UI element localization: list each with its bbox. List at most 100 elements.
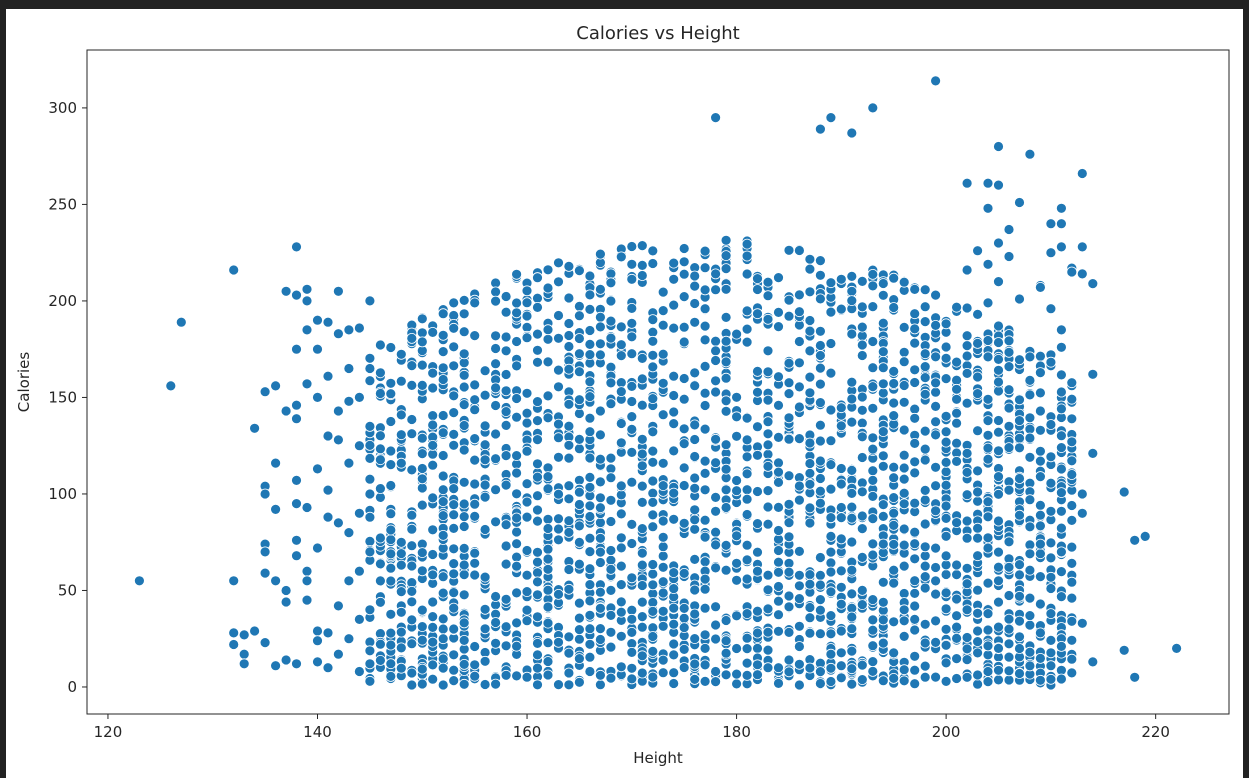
scatter-point [794,494,805,506]
scatter-point [1003,335,1015,347]
scatter-point [982,608,994,619]
scatter-point [846,564,858,576]
scatter-point [1003,590,1015,601]
scatter-point [1003,561,1015,573]
scatter-point [993,179,1004,191]
scatter-point [553,451,564,463]
scatter-point [804,437,816,449]
scatter-point [993,376,1004,388]
scatter-point [1014,643,1025,654]
scatter-point [511,587,523,599]
scatter-point [280,285,292,297]
scatter-point [710,457,721,469]
scatter-point [542,617,554,629]
scatter-point [364,645,376,657]
scatter-point [395,559,407,571]
scatter-point [856,552,868,563]
scatter-point [762,584,774,596]
scatter-point [458,569,470,580]
scatter-point [615,560,627,572]
scatter-point [668,418,680,430]
scatter-point [689,554,701,565]
scatter-point [542,282,554,294]
scatter-point [972,647,983,659]
scatter-point [689,280,701,292]
scatter-point [1014,631,1025,643]
scatter-point [888,302,900,313]
scatter-point [815,570,826,581]
scatter-point [720,615,732,626]
scatter-point [636,240,648,252]
scatter-point [437,662,449,674]
scatter-point [720,311,732,323]
scatter-point [835,565,847,577]
scatter-point [1045,571,1057,583]
scatter-point [940,530,952,542]
scatter-point [416,499,428,511]
scatter-point [731,485,742,497]
scatter-point [877,596,889,608]
scatter-point [909,308,921,320]
scatter-point [1045,419,1057,430]
scatter-point [406,360,418,372]
scatter-point [511,560,523,572]
scatter-point [930,416,941,428]
scatter-point [982,542,994,554]
scatter-point [1024,374,1036,386]
scatter-point [888,673,900,684]
scatter-point [773,466,784,478]
scatter-point [1003,361,1015,373]
scatter-point [919,301,931,313]
scatter-point [406,596,418,608]
scatter-point [909,664,921,676]
scatter-point [1024,494,1036,506]
scatter-point [511,450,523,462]
scatter-point [877,450,889,462]
scatter-point [1035,281,1046,293]
scatter-point [898,356,910,368]
scatter-point [490,453,502,465]
scatter-point [574,537,585,548]
scatter-point [563,398,575,410]
scatter-point [1024,451,1036,463]
scatter-point [542,513,554,525]
scatter-point [636,480,648,492]
x-tick-label: 200 [932,723,961,741]
y-tick-label: 300 [48,99,77,117]
scatter-point [710,676,721,687]
scatter-point [605,516,617,527]
scatter-point [427,659,439,671]
scatter-point [961,654,973,665]
scatter-point [720,405,732,417]
scatter-point [856,431,868,443]
scatter-point [1076,617,1088,629]
scatter-point [291,413,302,425]
scatter-point [1056,566,1067,577]
scatter-point [815,552,826,563]
scatter-point [783,412,795,424]
scatter-point [416,473,428,485]
scatter-point [374,454,386,466]
scatter-point [678,662,690,673]
scatter-point [542,563,554,575]
scatter-point [647,509,659,521]
scatter-point [521,586,533,597]
scatter-point [909,283,921,295]
scatter-point [228,264,240,276]
scatter-point [961,671,973,683]
scatter-point [469,478,481,490]
scatter-point [1066,469,1078,480]
scatter-point [469,641,481,652]
scatter-point [741,657,753,669]
scatter-point [710,284,721,296]
scatter-point [595,502,606,514]
scatter-point [773,321,784,333]
scatter-point [993,426,1004,438]
scatter-point [699,387,711,399]
scatter-point [636,460,648,472]
scatter-point [825,676,837,687]
scatter-point [532,344,543,356]
scatter-point [511,336,523,347]
scatter-point [322,430,334,442]
scatter-point [699,455,711,467]
